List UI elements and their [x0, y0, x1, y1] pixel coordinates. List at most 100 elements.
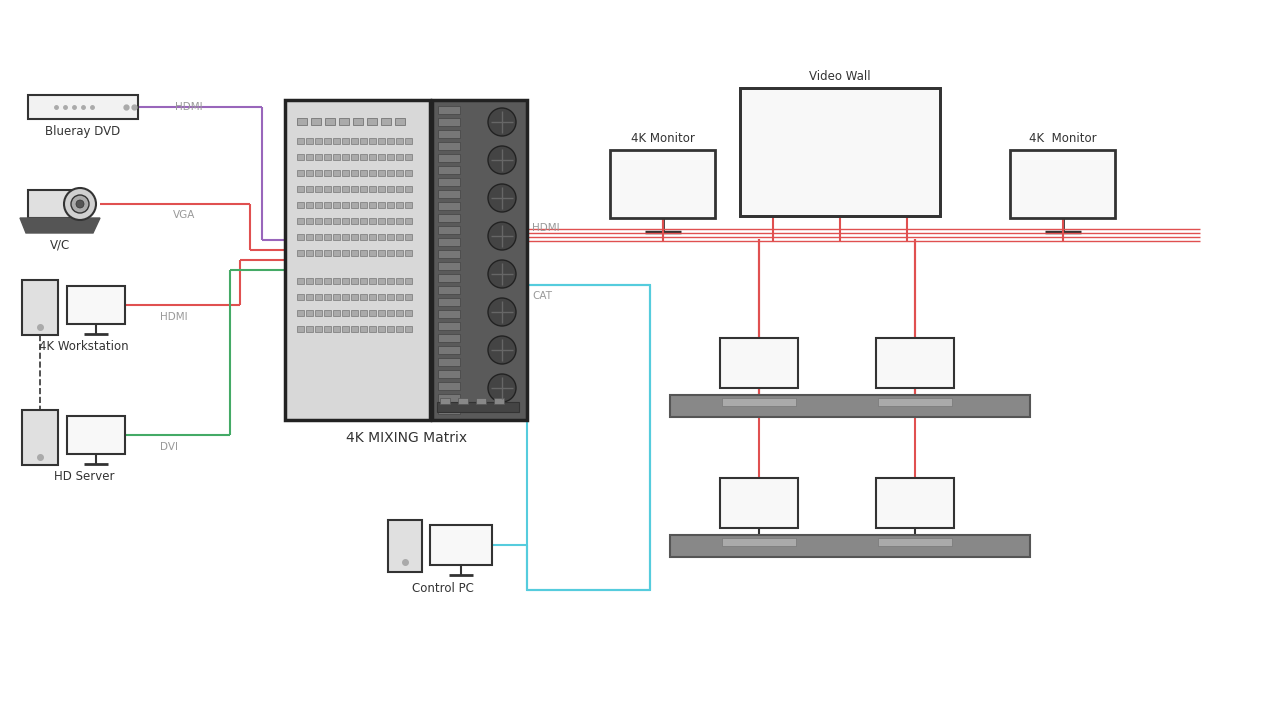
Bar [404, 294, 412, 300]
Bar [396, 202, 403, 208]
Bar [351, 154, 358, 160]
Bar [378, 218, 385, 224]
Bar [396, 138, 403, 144]
Bar [342, 310, 349, 316]
Bar [404, 278, 412, 284]
Bar [360, 326, 367, 332]
Bar [324, 218, 332, 224]
Bar [369, 278, 376, 284]
Bar [438, 286, 460, 294]
Bar [324, 170, 332, 176]
Bar [360, 154, 367, 160]
Bar [876, 478, 954, 528]
Text: HDMI: HDMI [175, 102, 202, 112]
Bar [28, 95, 138, 119]
Bar [333, 250, 340, 256]
Bar [333, 218, 340, 224]
Bar [378, 154, 385, 160]
Bar [324, 154, 332, 160]
Bar [360, 278, 367, 284]
Bar [404, 218, 412, 224]
Bar [438, 226, 460, 234]
Bar [315, 278, 323, 284]
Bar [436, 402, 518, 412]
Bar [324, 234, 332, 240]
Bar [324, 186, 332, 192]
Bar [719, 338, 797, 388]
Bar [387, 218, 394, 224]
Bar [387, 170, 394, 176]
Bar [297, 218, 305, 224]
Bar [476, 398, 486, 404]
Bar [306, 138, 314, 144]
Bar [438, 142, 460, 150]
Bar [67, 286, 125, 324]
Bar [333, 154, 340, 160]
Bar [351, 138, 358, 144]
Bar [306, 202, 314, 208]
Bar [740, 88, 940, 216]
Bar [333, 234, 340, 240]
Bar [351, 218, 358, 224]
Bar [315, 154, 323, 160]
Circle shape [488, 374, 516, 402]
Bar [378, 310, 385, 316]
Bar [351, 310, 358, 316]
Circle shape [488, 336, 516, 364]
Bar [315, 186, 323, 192]
Bar [438, 358, 460, 366]
Bar [315, 294, 323, 300]
Bar [342, 234, 349, 240]
Bar [369, 170, 376, 176]
Bar [396, 278, 403, 284]
Bar [333, 202, 340, 208]
Text: 4K Workstation: 4K Workstation [40, 339, 129, 352]
Bar [360, 234, 367, 240]
Bar [1010, 150, 1115, 218]
Bar [430, 525, 492, 565]
Text: 4K  Monitor: 4K Monitor [1029, 131, 1096, 145]
Bar [404, 234, 412, 240]
Bar [297, 294, 305, 300]
Bar [333, 294, 340, 300]
Bar [306, 186, 314, 192]
Bar [611, 150, 716, 218]
Bar [351, 294, 358, 300]
Bar [351, 278, 358, 284]
Bar [360, 170, 367, 176]
Bar [378, 250, 385, 256]
Bar [438, 310, 460, 318]
Bar [369, 154, 376, 160]
Bar [297, 278, 305, 284]
Bar [360, 186, 367, 192]
Bar [369, 326, 376, 332]
Bar [324, 310, 332, 316]
Circle shape [70, 195, 90, 213]
Bar [369, 234, 376, 240]
Bar [378, 234, 385, 240]
Bar [876, 338, 954, 388]
Bar [381, 118, 390, 125]
Bar [438, 370, 460, 378]
Bar [297, 250, 305, 256]
Bar [438, 406, 460, 414]
Circle shape [488, 146, 516, 174]
Bar [339, 118, 349, 125]
Bar [404, 202, 412, 208]
Bar [404, 186, 412, 192]
Bar [297, 154, 305, 160]
Bar [333, 310, 340, 316]
Bar [396, 154, 403, 160]
Bar [351, 186, 358, 192]
Bar [324, 202, 332, 208]
Bar [315, 250, 323, 256]
Bar [404, 154, 412, 160]
Bar [378, 186, 385, 192]
Bar [719, 478, 797, 528]
Bar [22, 280, 58, 335]
Bar [404, 170, 412, 176]
Text: CAT: CAT [532, 291, 552, 301]
Bar [404, 250, 412, 256]
Bar [438, 118, 460, 126]
Bar [306, 326, 314, 332]
